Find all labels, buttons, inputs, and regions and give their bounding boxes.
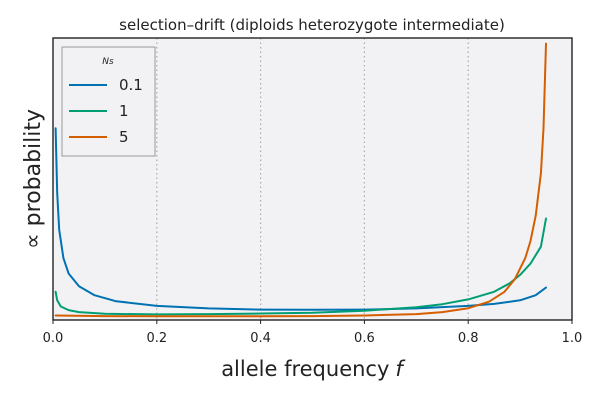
series-line-0.1 bbox=[54, 127, 547, 311]
x-axis-label-text: allele frequency bbox=[221, 357, 389, 381]
x-tick-label: 1.0 bbox=[562, 331, 583, 346]
legend-label: 1 bbox=[119, 102, 129, 120]
legend-label: 0.1 bbox=[119, 76, 143, 94]
x-axis-ticks: 0.0 0.2 0.4 0.6 0.8 1.0 bbox=[43, 320, 583, 346]
x-tick-label: 0.6 bbox=[354, 331, 375, 346]
x-tick-label: 0.0 bbox=[43, 331, 64, 346]
x-tick-label: 0.2 bbox=[146, 331, 167, 346]
chart-title: selection–drift (diploids heterozygote i… bbox=[119, 16, 505, 34]
gridlines bbox=[156, 38, 469, 320]
series-line-5 bbox=[54, 42, 547, 318]
series-lines bbox=[54, 42, 547, 318]
x-axis-label: allele frequency f bbox=[221, 357, 406, 381]
legend-items: 0.1 1 5 bbox=[69, 76, 143, 146]
series-line-1 bbox=[54, 217, 547, 316]
plot-frame bbox=[52, 37, 573, 321]
legend-title: Ns bbox=[102, 57, 114, 67]
y-axis-label: ∝ probability bbox=[21, 109, 46, 249]
legend-label: 5 bbox=[119, 128, 129, 146]
legend: Ns 0.1 1 5 bbox=[61, 46, 156, 157]
x-tick-label: 0.8 bbox=[458, 331, 479, 346]
x-tick-label: 0.4 bbox=[250, 331, 271, 346]
x-axis-label-symbol: f bbox=[395, 357, 406, 381]
